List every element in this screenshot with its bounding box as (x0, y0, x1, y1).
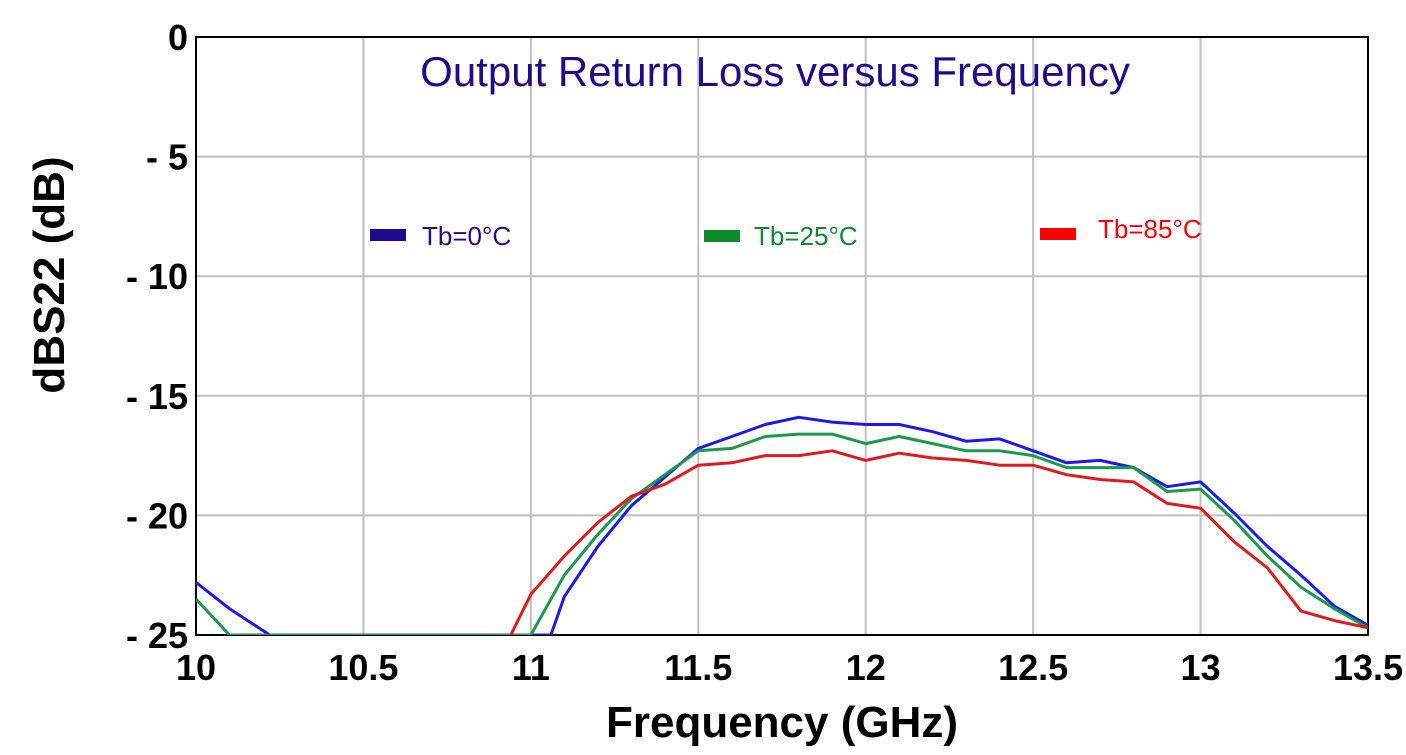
legend-item-tb0: Tb=0°C (370, 221, 511, 251)
x-tick-label: 12 (846, 647, 886, 688)
plot-area (195, 36, 1369, 636)
legend-label-tb0: Tb=0°C (422, 221, 511, 251)
x-tick-label: 12.5 (998, 647, 1068, 688)
series-lines (196, 415, 1368, 635)
y-tick-label: - 10 (126, 256, 188, 297)
legend-swatch-tb25 (704, 230, 740, 242)
legend-item-tb25: Tb=25°C (704, 221, 858, 251)
x-tick-label: 11 (512, 647, 550, 688)
x-tick-label: 11.5 (664, 647, 732, 688)
x-tick-label: 13 (1181, 647, 1221, 688)
legend-swatch-tb0 (370, 229, 406, 241)
x-tick-label: 10 (176, 647, 216, 688)
tick-labels: 10 10.5 11 11.5 12 12.5 13 13.5 0 - 5 - 10 - 15 - 20… (126, 17, 1403, 688)
x-tick-label: 13.5 (1333, 647, 1403, 688)
y-tick-label: - 15 (126, 376, 188, 417)
legend-swatch-tb85 (1040, 228, 1076, 240)
series-line-tb85 (509, 449, 1368, 635)
chart-title: Output Return Loss versus Frequency (420, 48, 1130, 95)
x-tick-label: 10.5 (328, 647, 398, 688)
y-tick-label: - 20 (126, 495, 188, 536)
legend-label-tb25: Tb=25°C (754, 221, 858, 251)
y-tick-label: - 5 (146, 137, 188, 178)
x-axis-title: Frequency (GHz) (606, 698, 958, 747)
y-tick-label: - 25 (126, 615, 188, 656)
legend: Tb=0°C Tb=25°C Tb=85°C (370, 214, 1202, 251)
legend-item-tb85: Tb=85°C (1040, 214, 1202, 244)
grid (196, 37, 1368, 635)
series-line-tb0 (196, 415, 1368, 635)
series-line-tb25 (196, 432, 1368, 635)
y-tick-label: 0 (168, 17, 188, 58)
legend-label-tb85: Tb=85°C (1098, 214, 1202, 244)
y-axis-title: dBS22 (dB) (25, 156, 74, 393)
